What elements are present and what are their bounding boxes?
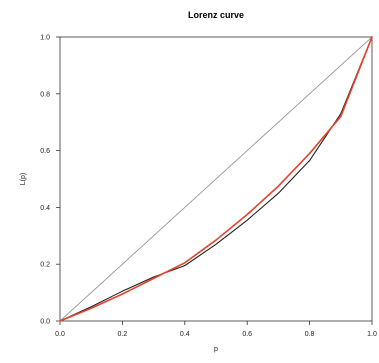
series-layer <box>59 36 373 322</box>
chart-title: Lorenz curve <box>188 10 244 20</box>
y-tick-label: 0.2 <box>40 262 50 269</box>
y-tick-label: 0.0 <box>40 319 50 326</box>
x-tick-label: 1.0 <box>367 331 377 338</box>
y-tick-label: 0.4 <box>40 205 50 212</box>
x-tick-label: 0.2 <box>118 331 128 338</box>
x-tick-label: 0.0 <box>55 331 65 338</box>
y-tick-label: 1.0 <box>40 35 50 42</box>
x-tick-label: 0.8 <box>305 331 315 338</box>
y-tick-label: 0.6 <box>40 148 50 155</box>
x-tick-label: 0.4 <box>180 331 190 338</box>
x-axis-label: p <box>214 346 218 353</box>
axis-ticks: 0.0 0.2 0.4 0.6 0.8 1.0 0.0 0.2 0.4 0.6 0.8 1.0 <box>40 35 377 339</box>
y-axis-label: L(p) <box>20 173 27 185</box>
plot-frame <box>59 36 373 322</box>
y-tick-label: 0.8 <box>40 91 50 98</box>
x-tick-label: 0.6 <box>242 331 252 338</box>
empirical-lorenz-line <box>59 36 373 322</box>
fitted-lorenz-line <box>59 36 373 322</box>
equality-line <box>59 36 373 322</box>
